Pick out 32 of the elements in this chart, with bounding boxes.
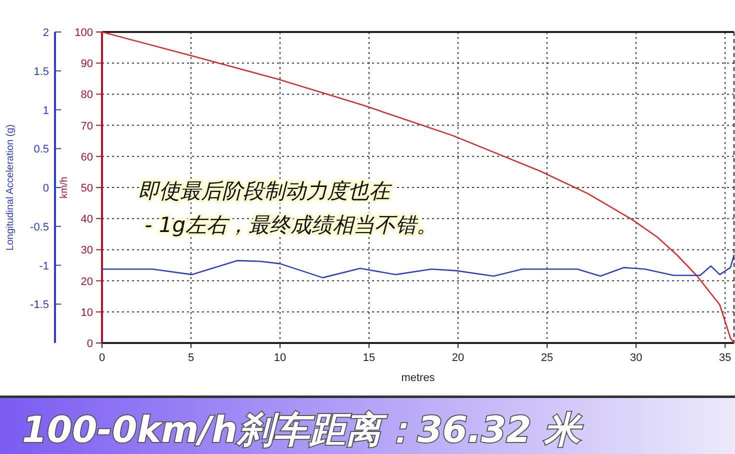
- y2-tick-label: 0: [42, 182, 49, 194]
- y2-tick-label: 2: [42, 27, 49, 39]
- y2-axis-title: Longitudinal Acceleration (g): [5, 124, 16, 251]
- y-tick-label: 40: [80, 214, 93, 226]
- y2-tick-label: 0.5: [34, 144, 49, 156]
- y-tick-label: 0: [86, 338, 93, 350]
- x-tick-label: 5: [188, 352, 194, 364]
- y2-tick-label: 1: [42, 104, 49, 117]
- x-tick-label: 10: [274, 352, 286, 364]
- y-axis-title: km/h: [59, 176, 70, 198]
- x-axis-title: metres: [401, 372, 436, 384]
- y-tick-label: 30: [80, 244, 93, 257]
- y-tick-label: 20: [80, 276, 93, 288]
- x-tick-label: 35: [718, 352, 732, 364]
- y-tick-label: 90: [80, 58, 93, 70]
- y2-tick-label: 1.5: [34, 66, 49, 78]
- y-tick-label: 60: [80, 151, 93, 164]
- x-tick-label: 15: [362, 352, 376, 364]
- y2-tick-label: -1: [39, 260, 49, 272]
- y2-tick-label: -0.5: [30, 221, 49, 234]
- y-tick-label: 10: [80, 306, 93, 319]
- text: 100-0km/h刹车距离：36.32 米: [22, 410, 583, 451]
- x-tick-label: 0: [98, 352, 106, 364]
- x-tick-label: 30: [630, 352, 642, 364]
- y2-tick-label: -1.5: [30, 299, 49, 312]
- y-tick-label: 100: [74, 27, 93, 39]
- y-tick-label: 80: [80, 89, 93, 102]
- y-tick-label: 70: [80, 120, 93, 132]
- x-tick-label: 20: [452, 352, 464, 364]
- y-tick-label: 50: [80, 182, 93, 194]
- x-tick-label: 25: [540, 352, 554, 364]
- annotation: 即使最后阶段制动力度也在 - 1g左右，最终成绩相当不错。: [138, 179, 438, 237]
